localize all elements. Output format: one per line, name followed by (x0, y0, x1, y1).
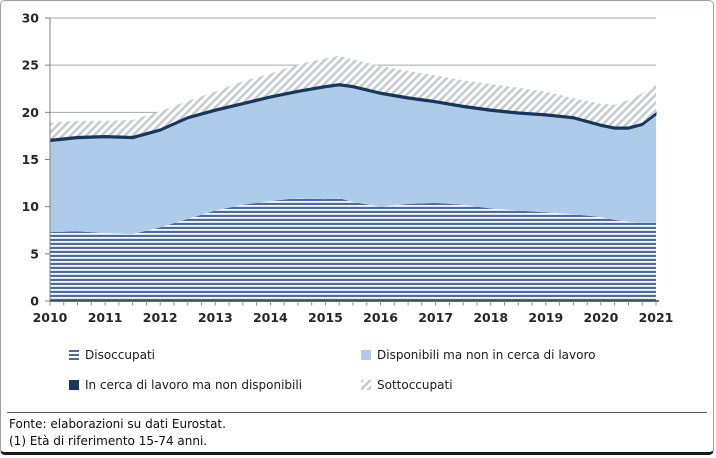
x-axis-tick-label: 2019 (528, 310, 563, 325)
legend-label: Disponibili ma non in cerca di lavoro (377, 348, 596, 362)
y-axis-tick-label: 5 (30, 246, 39, 261)
y-axis-tick-label: 30 (22, 11, 40, 26)
legend-swatch-hstripes-icon (69, 350, 79, 360)
legend-swatch-hatch-icon (361, 380, 371, 390)
y-axis-tick-label: 10 (22, 199, 40, 214)
chart-legend: Disoccupati Disponibili ma non in cerca d… (69, 348, 697, 392)
legend-item: Disponibili ma non in cerca di lavoro (361, 348, 697, 362)
series-area-4 (50, 55, 656, 139)
legend-item: In cerca di lavoro ma non disponibili (69, 378, 361, 392)
legend-label: In cerca di lavoro ma non disponibili (85, 378, 303, 392)
x-axis-tick-label: 2013 (198, 310, 233, 325)
legend-item: Sottoccupati (361, 378, 697, 392)
source-note: Fonte: elaborazioni su dati Eurostat. (9, 417, 226, 431)
x-axis-tick-label: 2017 (418, 310, 453, 325)
legend-swatch-solid-icon (69, 380, 79, 390)
legend-item: Disoccupati (69, 348, 361, 362)
series-area-1 (50, 198, 656, 301)
x-axis-tick-label: 2015 (308, 310, 343, 325)
x-axis-tick-label: 2012 (143, 310, 178, 325)
x-axis-tick-label: 2021 (639, 310, 674, 325)
legend-label: Sottoccupati (377, 378, 453, 392)
reference-age-note: (1) Età di riferimento 15-74 anni. (9, 434, 208, 448)
footer-divider (7, 412, 707, 413)
stacked-area-chart: 0 5 10 15 20 25 30 2010 2011 2012 2013 2014 2015 2016… (22, 11, 674, 326)
x-axis-tick-label: 2011 (88, 310, 123, 325)
y-axis-tick-label: 25 (22, 58, 39, 73)
y-axis-tick-label: 20 (22, 105, 40, 120)
legend-label: Disoccupati (85, 348, 155, 362)
x-axis-tick-label: 2016 (363, 310, 398, 325)
y-axis-tick-label: 0 (30, 294, 39, 309)
legend-swatch-solid-icon (361, 350, 371, 360)
x-axis-tick-label: 2010 (33, 310, 68, 325)
y-axis-tick-label: 15 (22, 152, 39, 167)
x-axis-tick-label: 2020 (584, 310, 619, 325)
x-axis-tick-label: 2018 (473, 310, 508, 325)
series-area-2 (50, 85, 656, 235)
x-axis-tick-label: 2014 (253, 310, 288, 325)
